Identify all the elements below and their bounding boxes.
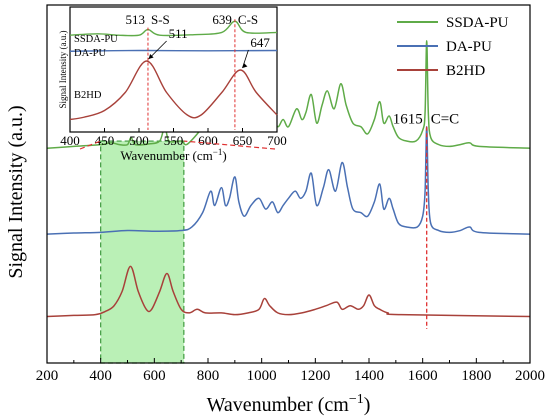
inset-series-label-b2hd: B2HD (74, 90, 102, 101)
series-line-da-pu (46, 125, 531, 235)
series-line-b2hd (46, 265, 531, 318)
inset-peak-value-647: 647 (250, 35, 270, 50)
inset-series-label-ssda-pu: SSDA-PU (74, 34, 118, 45)
peak-value-label: 1615 (393, 112, 423, 128)
inset-series-line-ssda-pu (69, 20, 278, 37)
inset-peak-label-c-s: C-S (238, 12, 258, 27)
x-tick-label-1200: 1200 (300, 368, 330, 384)
legend-label-da-pu: DA-PU (446, 39, 492, 55)
legend-label-b2hd: B2HD (446, 63, 485, 79)
x-tick-label-1400: 1400 (354, 368, 384, 384)
inset-arrowhead-511 (148, 54, 154, 59)
inset-peak-value-511: 511 (169, 26, 188, 41)
inset-series-label-da-pu: DA-PU (74, 48, 107, 59)
main-plot: 1615 C=C 200 400 600 800 1000 1200 1400 1600 1800 2… (5, 4, 545, 416)
inset-x-tick-label-600: 600 (198, 133, 218, 148)
inset-x-axis-title: Wavenumber (cm−1) (120, 147, 226, 163)
inset-peak-label-s-s: S-S (151, 12, 170, 27)
y-axis-title: Signal Intensity (a.u.) (5, 105, 27, 278)
inset-arrowhead-647 (242, 63, 248, 68)
inset-x-tick-label-450: 450 (95, 133, 115, 148)
inset-x-tick-label-550: 550 (164, 133, 184, 148)
inset-x-tick-label-500: 500 (129, 133, 149, 148)
inset-x-tick-label-700: 700 (267, 133, 287, 148)
x-tick-label-600: 600 (143, 368, 166, 384)
x-tick-label-2000: 2000 (515, 368, 545, 384)
x-tick-label-1800: 1800 (461, 368, 491, 384)
x-tick-label-800: 800 (197, 368, 220, 384)
inset-x-tick-label-650: 650 (233, 133, 253, 148)
inset-peak-value-639: 639 (212, 12, 232, 27)
inset-series-line-b2hd (69, 60, 278, 121)
x-axis-title: Wavenumber (cm−1) (207, 392, 371, 416)
legend: SSDA-PU DA-PU B2HD (397, 15, 509, 79)
inset-x-tick-label-400: 400 (60, 133, 80, 148)
x-tick-label-1000: 1000 (247, 368, 277, 384)
highlight-region (100, 140, 185, 364)
inset-connector-left (79, 140, 101, 150)
inset-connector-right (183, 140, 276, 150)
x-tick-label-200: 200 (36, 368, 59, 384)
legend-label-ssda-pu: SSDA-PU (446, 15, 509, 31)
x-tick-label-400: 400 (89, 368, 112, 384)
x-tick-label-1600: 1600 (408, 368, 438, 384)
inset-y-axis-title: Signal Intensity (a.u.) (58, 31, 68, 109)
inset-peak-value-513: 513 (125, 12, 145, 27)
inset-series-line-da-pu (69, 49, 278, 52)
inset-plot: SSDA-PU DA-PU B2HD 513 S-S 639 C-S 511 647 400 450… (58, 6, 287, 163)
peak-bond-label: C=C (431, 112, 459, 128)
